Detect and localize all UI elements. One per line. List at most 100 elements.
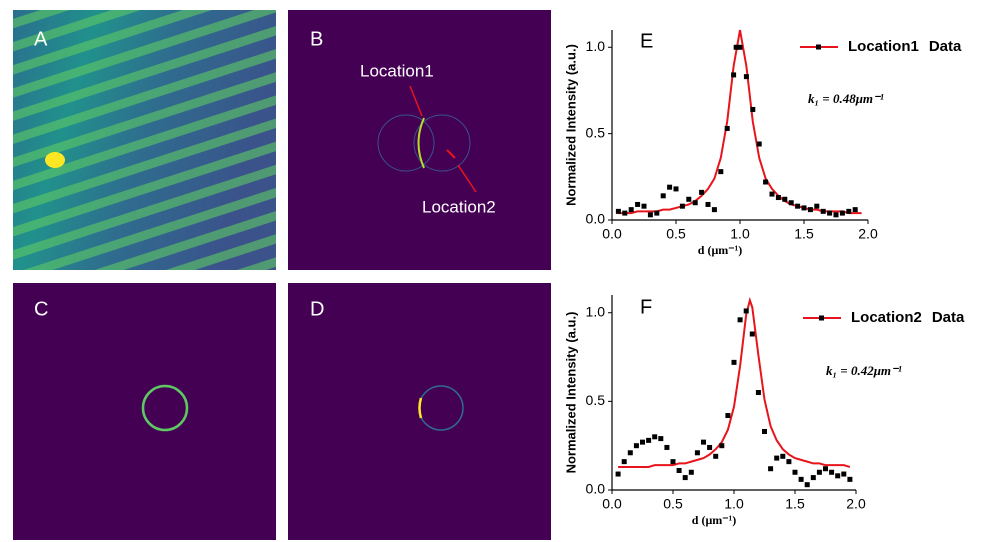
x-axis-label: d (μm⁻¹) — [698, 243, 742, 257]
y-tick-label: 0.5 — [586, 392, 606, 408]
x-axis-label: d (μm⁻¹) — [692, 513, 736, 527]
x-tick-label: 2.0 — [846, 496, 866, 512]
data-point — [718, 169, 724, 175]
annotation: Location2 — [422, 197, 496, 216]
data-point — [823, 466, 828, 472]
x-tick-label: 1.5 — [785, 496, 805, 512]
data-point — [652, 434, 658, 440]
data-point — [774, 455, 780, 461]
data-point — [820, 208, 826, 214]
data-point — [670, 459, 676, 465]
x-tick-label: 1.0 — [724, 496, 744, 512]
data-point — [762, 429, 767, 434]
data-point — [676, 468, 682, 473]
data-point — [701, 439, 706, 445]
y-tick-label: 0.0 — [586, 211, 606, 227]
data-point — [640, 439, 645, 445]
data-point — [731, 359, 737, 365]
panel-label: B — [310, 28, 323, 50]
arrow — [409, 85, 423, 117]
data-point — [839, 210, 845, 216]
data-point — [841, 471, 847, 477]
legend-marker — [816, 44, 821, 50]
data-point — [763, 179, 769, 185]
data-point — [827, 210, 833, 216]
ring — [413, 114, 471, 172]
y-axis-label: Normalized Intensity (a.u.) — [563, 312, 578, 474]
ring — [141, 384, 189, 432]
arc — [417, 117, 425, 169]
data-point — [699, 189, 705, 195]
data-point — [733, 44, 739, 50]
arrow — [457, 164, 477, 193]
y-tick-label: 0.5 — [586, 124, 606, 140]
data-point — [660, 193, 666, 199]
data-point — [810, 475, 816, 481]
data-point — [804, 482, 810, 488]
data-point — [755, 390, 761, 395]
data-point — [615, 208, 621, 214]
data-point — [756, 141, 762, 147]
data-point — [814, 203, 820, 209]
data-point — [780, 453, 786, 459]
ring — [377, 114, 435, 172]
annotation: k₁ = 0.48μm⁻¹ — [808, 91, 884, 106]
data-point — [795, 203, 801, 209]
legend-label: Data — [929, 38, 962, 55]
data-point — [615, 471, 621, 477]
fit-line — [618, 29, 862, 215]
x-tick-label: 0.0 — [602, 226, 622, 242]
data-point — [646, 437, 652, 443]
legend-label: Data — [932, 309, 965, 326]
fit-line — [618, 296, 851, 468]
legend-marker — [819, 315, 824, 321]
data-point — [621, 459, 627, 465]
data-point — [628, 207, 634, 213]
annotation: Location1 — [360, 61, 434, 80]
y-tick-label: 1.0 — [586, 303, 606, 319]
data-point — [633, 443, 639, 449]
data-point — [686, 196, 692, 202]
data-point — [737, 44, 743, 50]
data-point — [707, 444, 713, 450]
data-point — [711, 207, 717, 213]
data-point — [737, 317, 743, 323]
data-point — [807, 207, 813, 213]
data-point — [801, 205, 807, 211]
data-point — [743, 74, 749, 80]
data-point — [692, 200, 698, 206]
data-point — [847, 476, 853, 482]
panel-b: B Location1 Location2 — [288, 10, 551, 270]
marker — [446, 149, 456, 159]
data-point — [725, 413, 731, 419]
data-point — [647, 212, 653, 218]
x-tick-label: 2.0 — [858, 226, 878, 242]
x-tick-label: 0.5 — [666, 226, 686, 242]
legend-label: Location1 — [848, 38, 919, 55]
data-point — [835, 473, 841, 479]
x-tick-label: 0.5 — [663, 496, 683, 512]
data-point — [788, 200, 794, 206]
data-point — [775, 195, 781, 201]
x-tick-label: 1.5 — [794, 226, 814, 242]
y-axis-label: Normalized Intensity (a.u.) — [563, 44, 578, 206]
panel-label: E — [640, 30, 653, 52]
panel-label: A — [34, 28, 48, 50]
data-point — [798, 476, 804, 482]
bright-spot — [45, 152, 65, 168]
data-point — [622, 210, 628, 216]
data-point — [786, 459, 792, 465]
annotation: k₁ = 0.42μm⁻¹ — [826, 363, 902, 378]
data-point — [792, 469, 798, 475]
data-point — [782, 196, 788, 202]
data-point — [641, 203, 647, 209]
data-point — [673, 186, 679, 192]
data-point — [816, 469, 822, 475]
data-point — [688, 469, 694, 475]
data-point — [679, 203, 685, 209]
data-point — [627, 450, 633, 456]
data-point — [682, 475, 688, 481]
panel-label: C — [34, 298, 48, 320]
panel-label: F — [640, 296, 652, 318]
